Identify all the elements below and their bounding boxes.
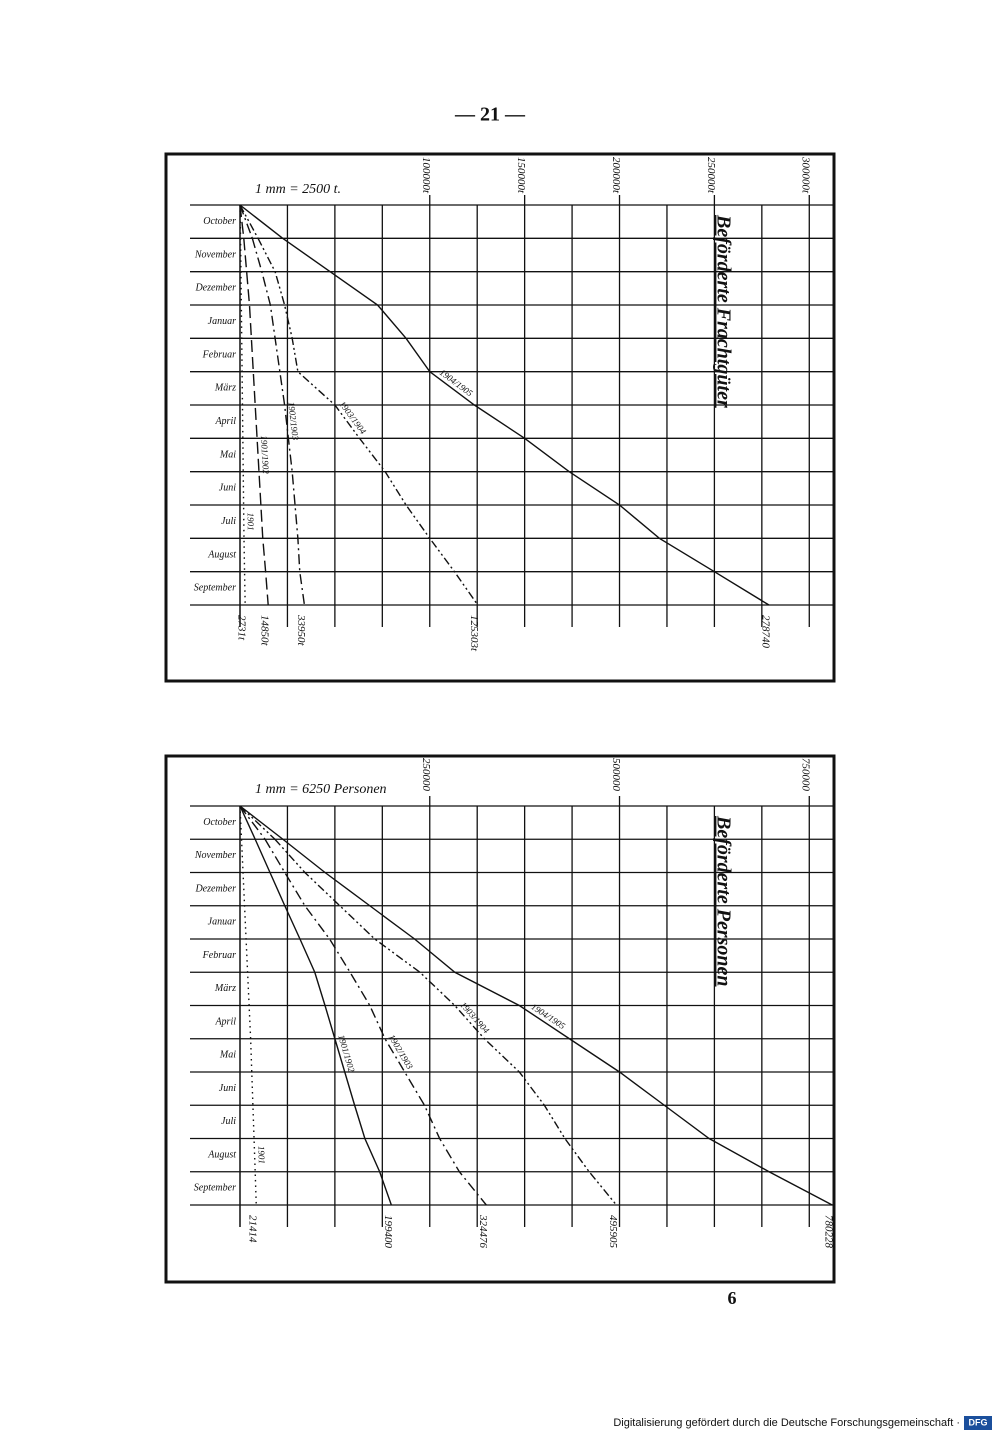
series-line (240, 839, 257, 1206)
series-line (239, 238, 246, 606)
series-line (251, 238, 306, 606)
footer-logo: DFG (969, 1417, 988, 1427)
series-name: 1901 (246, 513, 256, 531)
series-origin-link (239, 805, 276, 840)
category-label: Dezember (194, 883, 236, 894)
chart-frame (164, 754, 836, 1284)
category-label: Juni (219, 483, 236, 494)
series-origin-link (239, 805, 266, 840)
series-line (257, 238, 479, 606)
series-line (243, 238, 269, 606)
scale-note: 1 mm = 2500 t. (255, 182, 341, 197)
series-origin-link (239, 204, 253, 239)
series-name: 1901 (256, 1146, 267, 1164)
category-label: November (194, 850, 236, 861)
footer-text: Digitalisierung gefördert durch die Deut… (613, 1417, 960, 1429)
category-label: April (214, 1016, 236, 1027)
series-origin-link (239, 204, 259, 239)
end-value-label: 199400 (382, 1215, 394, 1249)
footer-logo-box (964, 1416, 992, 1430)
category-label: November (194, 249, 236, 260)
category-label: März (214, 383, 236, 394)
category-label: Juli (221, 1116, 236, 1127)
page-marker: — 21 — (454, 104, 526, 126)
series-origin-link (239, 805, 243, 840)
end-value-label: 14850t (259, 615, 271, 647)
series-line (274, 838, 617, 1206)
chart-title: Beförderte Frachtgüter (712, 214, 734, 408)
end-value-label: 780228 (823, 1215, 835, 1249)
scale-note: 1 mm = 6250 Personen (255, 782, 387, 797)
category-label: Januar (208, 917, 236, 928)
x-tick-label: 500000 (610, 758, 622, 792)
series-line (254, 838, 393, 1206)
category-label: October (203, 216, 236, 227)
category-label: Februar (202, 950, 236, 961)
category-label: August (207, 549, 236, 560)
category-label: Januar (208, 316, 236, 327)
category-label: Februar (202, 349, 236, 360)
end-value-label: 21414 (247, 1215, 259, 1243)
end-value-label: 495905 (607, 1215, 619, 1249)
category-label: Juni (219, 1083, 236, 1094)
end-value-label: 2731t (236, 615, 248, 641)
category-label: Mai (219, 449, 236, 460)
series-line (264, 838, 487, 1206)
category-label: August (207, 1149, 236, 1160)
series-origin-link (239, 204, 242, 239)
x-tick-label: 300000t (800, 156, 812, 194)
series-line (282, 237, 770, 606)
chart-title: Beförderte Personen (712, 815, 734, 987)
category-label: September (194, 1183, 236, 1194)
category-label: Mai (219, 1050, 236, 1061)
series-name: 1902/1903 (286, 401, 300, 441)
series-origin-link (239, 204, 284, 239)
category-label: März (214, 983, 236, 994)
series-name: 1901/1902 (259, 435, 271, 475)
end-value-label: 278740 (759, 615, 771, 649)
category-label: Dezember (194, 283, 236, 294)
category-label: Juli (221, 516, 236, 527)
category-label: October (203, 817, 236, 828)
series-line (282, 838, 833, 1206)
chart-frame (164, 152, 836, 683)
series-origin-link (239, 805, 256, 840)
x-tick-label: 250000t (705, 157, 717, 194)
page-number: 6 (728, 1288, 737, 1308)
category-label: September (194, 583, 236, 594)
x-tick-label: 150000t (515, 157, 527, 194)
end-value-label: 33950t (295, 614, 307, 647)
series-origin-link (239, 805, 284, 840)
x-tick-label: 750000 (800, 758, 812, 792)
x-tick-label: 200000t (610, 157, 622, 194)
category-label: April (214, 416, 236, 427)
end-value-label: 324476 (477, 1214, 489, 1249)
end-value-label: 125303t (468, 615, 480, 652)
x-tick-label: 100000t (420, 157, 432, 194)
x-tick-label: 250000 (420, 758, 432, 792)
